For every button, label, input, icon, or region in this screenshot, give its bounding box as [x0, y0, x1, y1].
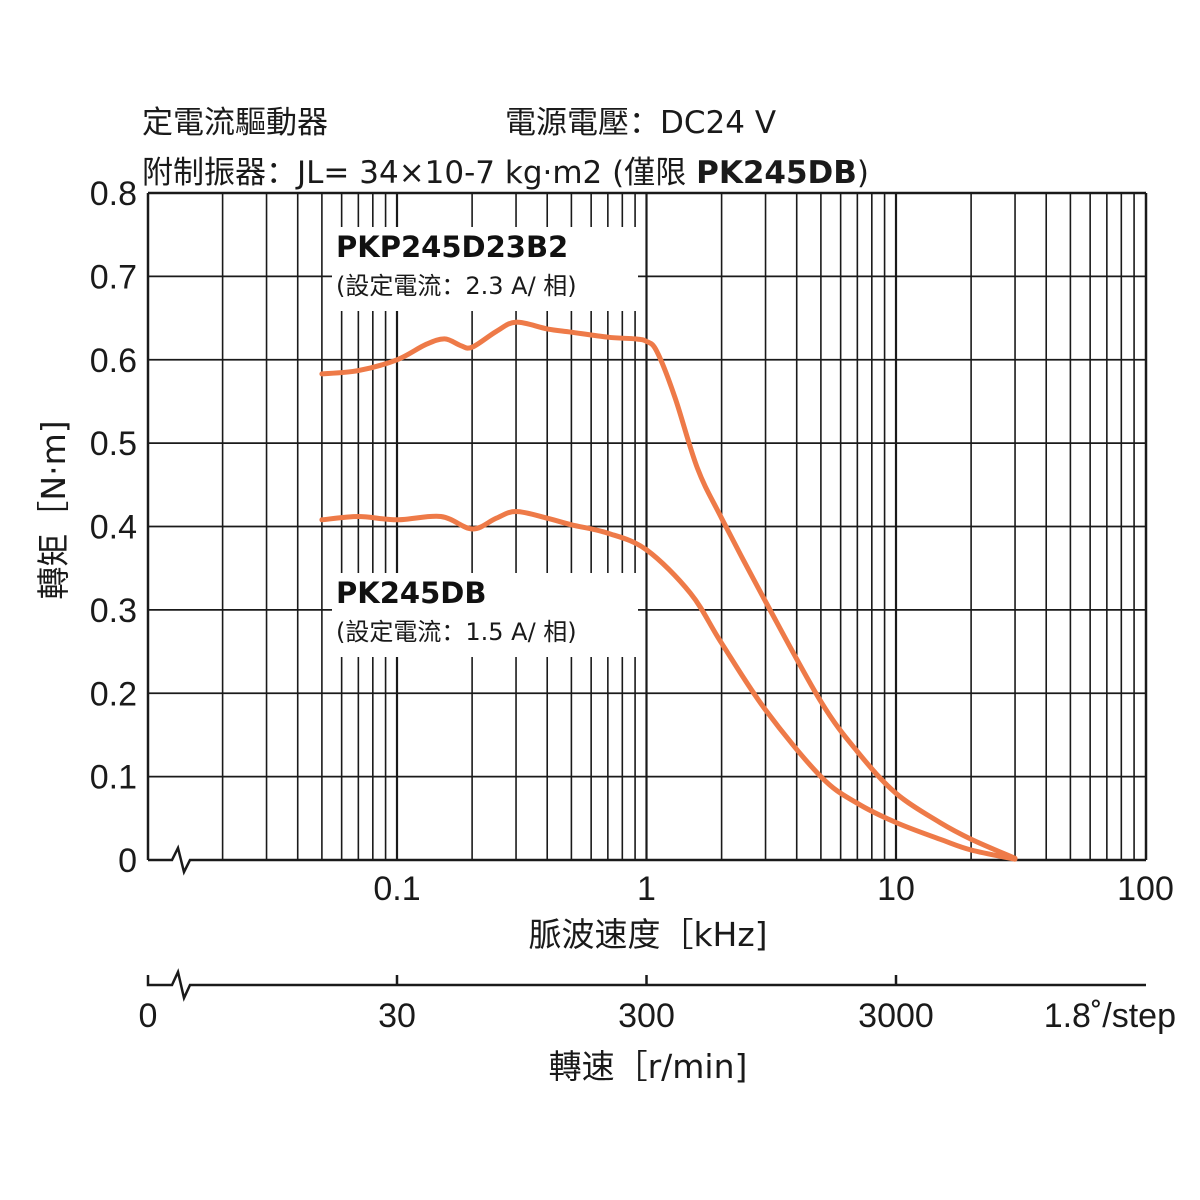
frame-bottom-break [148, 844, 1146, 876]
header-damper-model: PK245DB [696, 155, 857, 191]
y-tick-label-4: 0.4 [90, 509, 137, 547]
y-tick-label-2: 0.2 [90, 675, 137, 713]
header-voltage-label: 電源電壓：DC24 V [505, 105, 776, 141]
series-curve-PK245DB [319, 509, 1018, 862]
series-curve-PKP245D23B2 [319, 319, 1018, 861]
y-tick-label-7: 0.7 [90, 258, 137, 296]
header-damper-prefix: 附制振器：JL= 34×10-7 kg·m2 (僅限 [142, 155, 696, 191]
secondary-speed-axis: 0 30 300 3000 1.8˚/step [139, 968, 1176, 1035]
y-tick-label-6: 0.6 [90, 342, 137, 380]
header-damper-suffix: ) [857, 155, 869, 191]
y-tick-label-5: 0.5 [90, 425, 137, 463]
secondary-tick-label-zero: 0 [139, 997, 158, 1035]
y-tick-label-0: 0 [118, 842, 137, 880]
series-note-0: (設定電流：2.3 A/ 相) [336, 272, 577, 300]
series-labels: PKP245D23B2 (設定電流：2.3 A/ 相) PK245DB (設定電流：1… [332, 227, 638, 657]
secondary-tick-label-1: 300 [618, 997, 675, 1035]
x-tick-label-2: 10 [877, 870, 915, 908]
y-axis-ticks: 0 0.1 0.2 0.3 0.4 0.5 0.6 0.7 0.8 [90, 175, 137, 880]
secondary-axis-title: 轉速［r/min] [549, 1047, 748, 1086]
secondary-step-label: 1.8˚/step [1044, 997, 1176, 1035]
grid [148, 192, 1146, 860]
secondary-tick-label-0: 30 [378, 997, 416, 1035]
series-name-1: PK245DB [336, 576, 486, 610]
x-axis-title: 脈波速度［kHz] [528, 915, 767, 954]
series-label-bg-1 [332, 573, 638, 657]
x-tick-label-0: 0.1 [373, 870, 420, 908]
x-tick-label-1: 1 [637, 870, 656, 908]
series-label-bg-0 [332, 227, 638, 311]
series-curves [319, 319, 1018, 862]
series-note-1: (設定電流：1.5 A/ 相) [336, 618, 577, 646]
x-axis-ticks: 0.1 1 10 100 [373, 870, 1174, 908]
y-tick-label-8: 0.8 [90, 175, 137, 213]
header-driver-label: 定電流驅動器 [142, 105, 328, 141]
series-name-0: PKP245D23B2 [336, 230, 568, 264]
y-tick-label-3: 0.3 [90, 592, 137, 630]
y-tick-label-1: 0.1 [90, 759, 137, 797]
plot-frame [146, 191, 1148, 876]
y-axis-title: 轉矩［N·m] [34, 420, 73, 599]
secondary-axis-line [146, 968, 1146, 1002]
x-tick-label-3: 100 [1117, 870, 1174, 908]
header-damper-label: 附制振器：JL= 34×10-7 kg·m2 (僅限 PK245DB) [142, 155, 869, 191]
secondary-tick-label-2: 3000 [858, 997, 934, 1035]
